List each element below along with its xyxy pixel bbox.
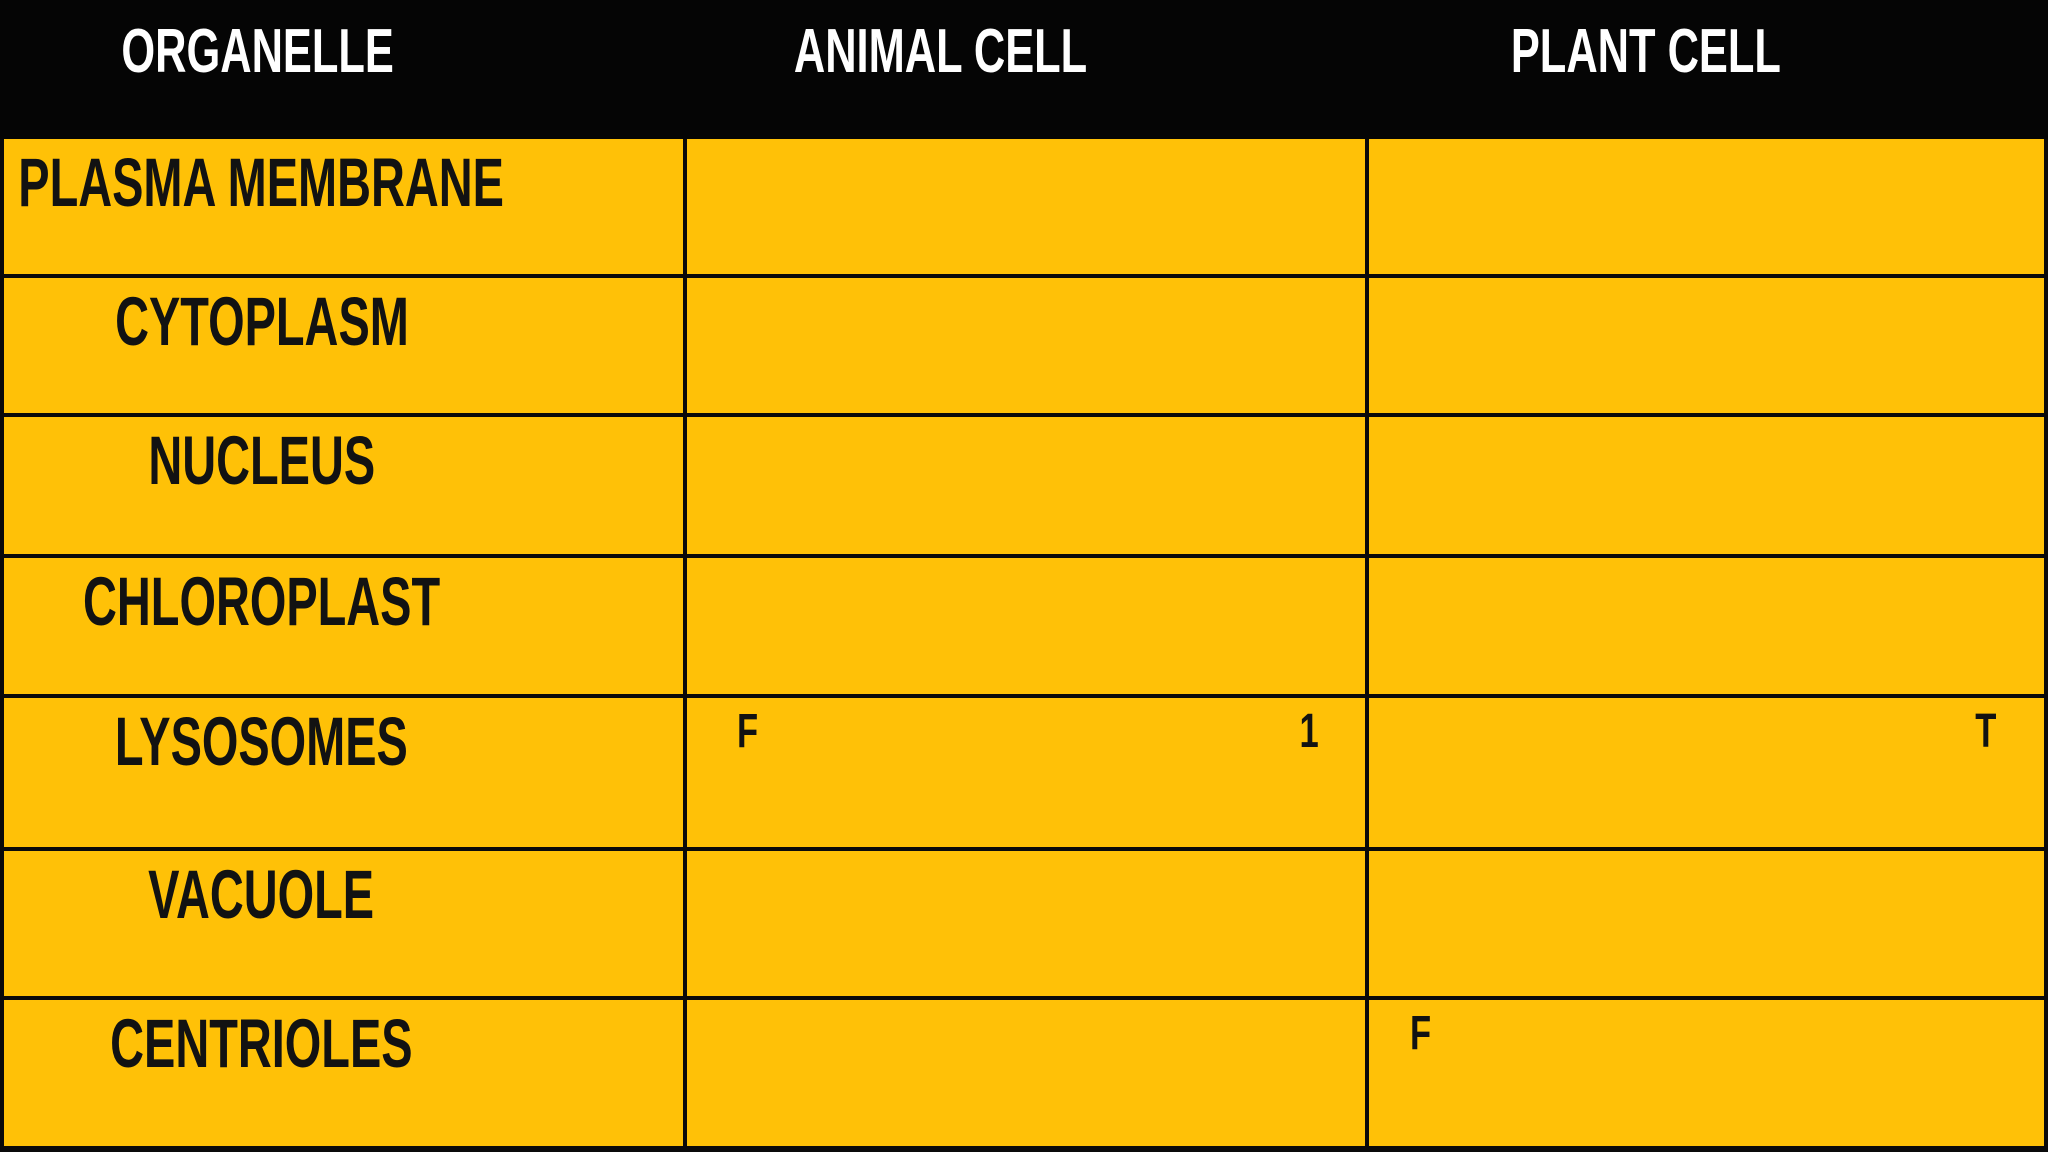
cell-plasma-membrane-plant <box>1369 139 2044 274</box>
cell-lysosomes-label: LYSOSOMES <box>4 698 683 847</box>
header-label-animal-cell: ANIMAL CELL <box>793 17 1088 86</box>
header-textbox: ANIMAL CELL <box>683 16 1198 87</box>
cell-cytoplasm-animal <box>687 278 1365 413</box>
partial-letter-f: F <box>737 705 759 758</box>
table-body: PLASMA MEMBRANE CYTOPLASM NUCLEUS CHLORO… <box>0 139 2048 1152</box>
header-cell-organelle: ORGANELLE <box>0 0 683 139</box>
cell-vacuole-plant <box>1369 851 2044 996</box>
row-label: CYTOPLASM <box>114 283 409 360</box>
row-label: LYSOSOMES <box>115 703 408 780</box>
row-label: VACUOLE <box>148 856 375 933</box>
partial-letter-t: T <box>1974 705 1996 758</box>
row-label: PLASMA MEMBRANE <box>18 144 505 221</box>
cell-centrioles-label: CENTRIOLES <box>4 1000 683 1146</box>
row-label: CENTRIOLES <box>110 1005 413 1082</box>
header-cell-plant: PLANT CELL <box>1365 0 2048 139</box>
cell-cytoplasm-plant <box>1369 278 2044 413</box>
cell-cytoplasm-label: CYTOPLASM <box>4 278 683 413</box>
cell-chloroplast-animal <box>687 558 1365 694</box>
cell-vacuole-animal <box>687 851 1365 996</box>
table-header-row: ORGANELLE ANIMAL CELL PLANT CELL <box>0 0 2048 139</box>
partial-letter-1: 1 <box>1299 705 1319 758</box>
cell-plasma-membrane-animal <box>687 139 1365 274</box>
cell-lysosomes-animal: F 1 <box>687 698 1365 847</box>
partial-letter-f2: F <box>1410 1007 1432 1060</box>
header-label-organelle: ORGANELLE <box>121 17 394 86</box>
cell-chloroplast-label: CHLOROPLAST <box>4 558 683 694</box>
header-cell-animal: ANIMAL CELL <box>683 0 1365 139</box>
cell-centrioles-plant: F <box>1369 1000 2044 1146</box>
header-textbox: PLANT CELL <box>1365 16 1927 87</box>
row-label: NUCLEUS <box>148 422 375 499</box>
cell-nucleus-label: NUCLEUS <box>4 417 683 554</box>
header-textbox: ORGANELLE <box>0 16 515 87</box>
cell-vacuole-label: VACUOLE <box>4 851 683 996</box>
cell-lysosomes-plant: T <box>1369 698 2044 847</box>
cell-nucleus-plant <box>1369 417 2044 554</box>
header-label-plant-cell: PLANT CELL <box>1510 17 1782 86</box>
cell-plasma-membrane-label: PLASMA MEMBRANE <box>4 139 683 274</box>
row-label: CHLOROPLAST <box>82 563 441 640</box>
cell-centrioles-animal <box>687 1000 1365 1146</box>
cell-chloroplast-plant <box>1369 558 2044 694</box>
cell-nucleus-animal <box>687 417 1365 554</box>
